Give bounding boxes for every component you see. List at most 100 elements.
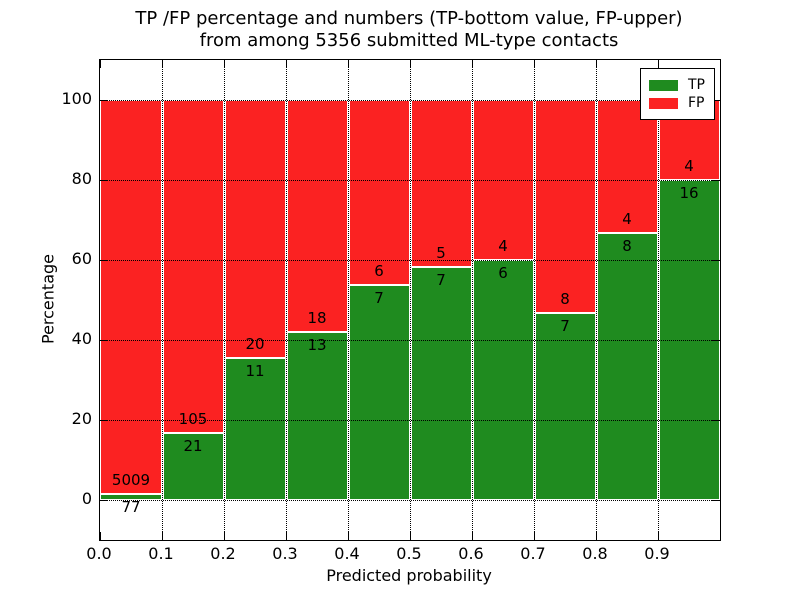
- x-tick-label: 0.0: [86, 544, 112, 563]
- gridline-x: [410, 60, 411, 540]
- x-tick-mark: [720, 60, 721, 68]
- chart-title-line1: TP /FP percentage and numbers (TP-bottom…: [135, 8, 683, 29]
- bar-tp-segment: [286, 332, 348, 500]
- legend-label: TP: [688, 77, 705, 93]
- bar-fp-segment: [286, 100, 348, 333]
- x-tick-mark: [472, 60, 473, 68]
- x-tick-mark: [286, 60, 287, 68]
- legend-item: FP: [649, 95, 705, 111]
- fp-swatch: [649, 97, 678, 109]
- gridline-y: [100, 260, 720, 261]
- gridline-x: [658, 60, 659, 540]
- y-tick-mark: [100, 420, 108, 421]
- gridline-y: [100, 180, 720, 181]
- x-tick-mark: [472, 532, 473, 540]
- gridline-x: [472, 60, 473, 540]
- fp-count-label: 4: [498, 237, 508, 255]
- x-tick-label: 0.5: [396, 544, 422, 563]
- y-tick-mark: [712, 100, 720, 101]
- y-tick-label: 40: [71, 329, 92, 348]
- legend-label: FP: [688, 95, 705, 111]
- y-tick-mark: [712, 500, 720, 501]
- fp-count-label: 105: [178, 410, 208, 429]
- fp-count-label: 6: [374, 261, 384, 280]
- x-tick-mark: [162, 60, 163, 68]
- y-tick-mark: [712, 260, 720, 261]
- y-tick-mark: [712, 420, 720, 421]
- gridline-x: [224, 60, 225, 540]
- bar-fp-segment: [410, 100, 472, 267]
- x-tick-label: 0.4: [334, 544, 360, 563]
- bar-tp-segment: [348, 284, 410, 500]
- x-tick-mark: [348, 532, 349, 540]
- x-tick-label: 0.2: [210, 544, 236, 563]
- gridline-x: [534, 60, 535, 540]
- fp-count-label: 8: [560, 290, 570, 309]
- x-tick-mark: [100, 60, 101, 68]
- y-tick-mark: [100, 500, 108, 501]
- gridline-y: [100, 500, 720, 501]
- tp-count-label: 21: [183, 437, 203, 456]
- x-tick-mark: [162, 532, 163, 540]
- tp-count-label: 6: [498, 264, 508, 282]
- y-tick-label: 100: [61, 89, 92, 108]
- x-tick-mark: [286, 532, 287, 540]
- plot-area: TP FP 5009 77 105 21 20 11 18 13 6 7 5 7 4 6 8 7 4 8 4 16: [99, 59, 721, 541]
- x-tick-mark: [224, 60, 225, 68]
- tp-swatch: [649, 79, 678, 91]
- gridline-x: [162, 60, 163, 540]
- bar-fp-segment: [534, 100, 596, 314]
- y-tick-label: 80: [71, 169, 92, 188]
- bar-tp-segment: [410, 266, 472, 500]
- x-axis-label: Predicted probability: [326, 566, 492, 585]
- x-tick-label: 0.8: [582, 544, 608, 563]
- tp-count-label: 8: [622, 237, 632, 256]
- bar-fp-segment: [100, 100, 162, 494]
- x-tick-mark: [410, 532, 411, 540]
- bar-tp-segment: [596, 233, 658, 500]
- x-tick-mark: [658, 60, 659, 68]
- tp-count-label: 11: [245, 362, 265, 381]
- gridline-y: [100, 340, 720, 341]
- y-tick-label: 20: [71, 409, 92, 428]
- y-tick-mark: [712, 180, 720, 181]
- x-tick-label: 0.1: [148, 544, 174, 563]
- fp-count-label: 4: [684, 157, 694, 175]
- gridline-y: [100, 420, 720, 421]
- tp-count-label: 7: [560, 317, 570, 336]
- x-tick-mark: [658, 532, 659, 540]
- y-tick-label: 0: [81, 489, 92, 508]
- y-tick-mark: [712, 340, 720, 341]
- x-tick-mark: [348, 60, 349, 68]
- fp-count-label: 5009: [111, 470, 151, 489]
- x-tick-mark: [596, 60, 597, 68]
- x-tick-mark: [534, 60, 535, 68]
- x-tick-label: 0.7: [520, 544, 546, 563]
- tp-count-label: 7: [436, 270, 446, 289]
- y-tick-mark: [100, 180, 108, 181]
- legend: TP FP: [640, 68, 715, 120]
- gridline-x: [596, 60, 597, 540]
- x-tick-mark: [410, 60, 411, 68]
- y-tick-mark: [100, 340, 108, 341]
- x-tick-mark: [596, 532, 597, 540]
- chart-title-line2: from among 5356 submitted ML-type contac…: [199, 30, 619, 51]
- y-tick-label: 60: [71, 249, 92, 268]
- x-tick-label: 0.9: [644, 544, 670, 563]
- bar-fp-segment: [162, 100, 224, 434]
- fp-count-label: 4: [622, 210, 632, 229]
- y-tick-mark: [100, 260, 108, 261]
- bar-tp-segment: [534, 313, 596, 500]
- y-tick-mark: [100, 100, 108, 101]
- tp-count-label: 16: [679, 184, 699, 202]
- fp-count-label: 18: [307, 309, 327, 328]
- bar-fp-segment: [224, 100, 286, 359]
- x-tick-label: 0.3: [272, 544, 298, 563]
- chart-title: TP /FP percentage and numbers (TP-bottom…: [99, 8, 719, 52]
- gridline-y: [100, 100, 720, 101]
- x-tick-mark: [224, 532, 225, 540]
- tp-count-label: 13: [307, 336, 327, 355]
- bar-tp-segment: [472, 260, 534, 500]
- x-tick-mark: [534, 532, 535, 540]
